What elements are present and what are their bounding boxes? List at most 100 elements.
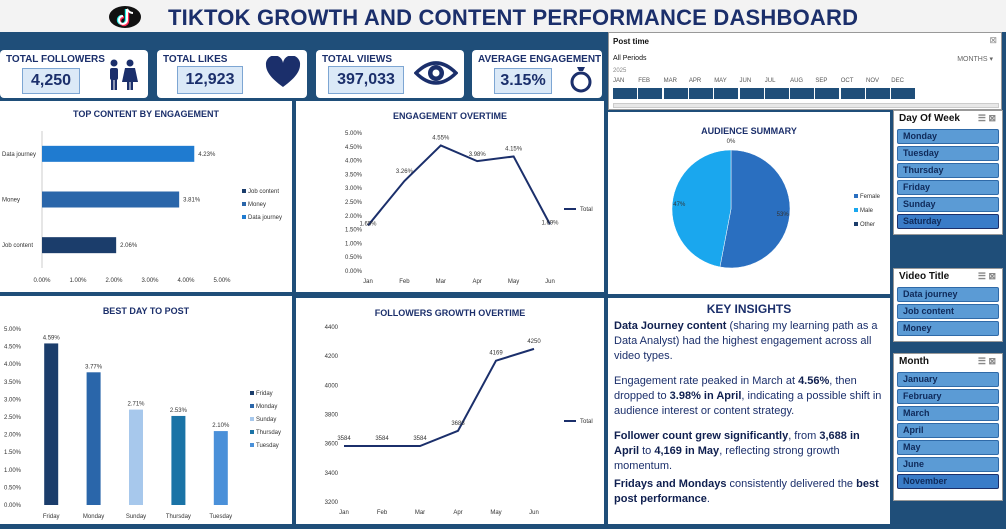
multi-select-icon[interactable]: ☰ ⊠ <box>977 113 996 123</box>
bar <box>86 372 101 505</box>
x-tick-label: 3.00% <box>141 278 159 284</box>
timeline-month-feb[interactable]: FEB <box>638 78 663 99</box>
slicer-item-april[interactable]: April <box>897 423 999 438</box>
legend-swatch <box>250 404 254 408</box>
x-tick-label: May <box>508 279 519 285</box>
multi-select-icon[interactable]: ☰ ⊠ <box>977 271 996 281</box>
month-bar <box>638 88 663 99</box>
key-insights-panel: KEY INSIGHTS Data Journey content (shari… <box>608 298 890 524</box>
kpi-label: TOTAL FOLLOWERS <box>6 54 105 65</box>
slicer-item-sunday[interactable]: Sunday <box>897 197 999 212</box>
data-label: 4.55% <box>432 135 450 141</box>
data-label: 3.26% <box>396 169 414 175</box>
x-tick-label: 0.00% <box>33 278 51 284</box>
slicer-header: Video Title ☰ ⊠ <box>899 271 996 282</box>
legend-swatch <box>250 443 254 447</box>
data-label: 3.81% <box>183 198 201 204</box>
slice-label: 53% <box>777 212 790 218</box>
timeline-unit-label: MONTHS <box>957 56 988 63</box>
data-label: 4.59% <box>43 335 61 341</box>
slicer-item-saturday[interactable]: Saturday <box>897 214 999 229</box>
kpi-label: AVERAGE ENGAGEMENT <box>478 54 602 65</box>
month-bar <box>790 88 815 99</box>
y-tick-label: 0.00% <box>4 503 22 509</box>
kpi-value: 397,033 <box>328 66 404 94</box>
insight-4: Fridays and Mondays consistently deliver… <box>614 478 879 505</box>
category-label: Data journey <box>2 152 36 158</box>
slicer-item-job-content[interactable]: Job content <box>897 304 999 319</box>
timeline-month-aug[interactable]: AUG <box>790 78 815 99</box>
timeline-month-mar[interactable]: MAR <box>663 78 688 99</box>
top-content-panel: TOP CONTENT BY ENGAGEMENT 0.00% 1.00% 2.00… <box>0 101 292 292</box>
x-tick-label: Jan <box>363 279 373 285</box>
video-title-slicer: Video Title ☰ ⊠ Data journey Job content Mo… <box>893 268 1003 342</box>
month-bar <box>866 88 890 99</box>
slicer-item-february[interactable]: February <box>897 389 999 404</box>
legend-label: Female <box>860 194 881 200</box>
slicer-item-friday[interactable]: Friday <box>897 180 999 195</box>
slicer-item-thursday[interactable]: Thursday <box>897 163 999 178</box>
data-label: 1.69% <box>541 220 559 226</box>
slicer-item-january[interactable]: January <box>897 372 999 387</box>
month-label: OCT <box>840 78 854 84</box>
y-tick-label: 2.00% <box>4 433 22 439</box>
timeline-month-jul[interactable]: JUL <box>764 78 789 99</box>
timeline-unit-select[interactable]: MONTHS ▾ <box>957 56 993 63</box>
kpi-card-likes: TOTAL LIKES 12,923 <box>157 50 307 98</box>
timeline-month-sep[interactable]: SEP <box>815 78 840 99</box>
month-bar <box>613 88 637 99</box>
slicer-item-data-journey[interactable]: Data journey <box>897 287 999 302</box>
slicer-item-monday[interactable]: Monday <box>897 129 999 144</box>
month-bar <box>764 88 789 99</box>
data-label: 4169 <box>489 351 503 357</box>
legend-label: Monday <box>256 404 277 410</box>
month-label: MAR <box>663 78 677 84</box>
slicer-item-tuesday[interactable]: Tuesday <box>897 146 999 161</box>
kpi-card-views: TOTAL VIIEWS 397,033 <box>316 50 464 98</box>
timeline-month-nov[interactable]: NOV <box>866 78 890 99</box>
engagement-overtime-panel: ENGAGEMENT OVERTIME 0.00% 0.50% 1.00% 1.50%… <box>296 101 604 292</box>
post-time-timeline[interactable]: Post time ⊠ All Periods MONTHS ▾ 2025 JA… <box>608 32 1002 110</box>
timeline-month-may[interactable]: MAY <box>714 78 739 99</box>
slicer-item-may[interactable]: May <box>897 440 999 455</box>
y-tick-label: 4400 <box>325 325 339 331</box>
multi-select-icon[interactable]: ☰ ⊠ <box>977 356 996 366</box>
legend-swatch <box>242 215 246 219</box>
filter-clear-icon[interactable]: ⊠ <box>989 35 997 45</box>
month-bar <box>663 88 688 99</box>
y-tick-label: 1.50% <box>4 450 22 456</box>
timeline-scrollbar[interactable] <box>613 103 999 108</box>
timeline-month-oct[interactable]: OCT <box>840 78 865 99</box>
slicer-item-march[interactable]: March <box>897 406 999 421</box>
legend-swatch <box>250 417 254 421</box>
kpi-value: 12,923 <box>177 66 243 94</box>
timeline-month-apr[interactable]: APR <box>688 78 713 99</box>
timeline-month-jun[interactable]: JUN <box>739 78 764 99</box>
timeline-title: Post time <box>613 37 650 46</box>
slicer-item-money[interactable]: Money <box>897 321 999 336</box>
data-label: 2.10% <box>212 423 230 429</box>
slice-label: 0% <box>727 139 736 145</box>
insights-title: KEY INSIGHTS <box>706 302 792 316</box>
chart-title: TOP CONTENT BY ENGAGEMENT <box>72 109 220 119</box>
top-content-chart: 0.00% 1.00% 2.00% 3.00% 4.00% 5.00% Data journ… <box>2 131 282 284</box>
legend-label: Data journey <box>248 215 282 221</box>
kpi-value: 3.15% <box>494 68 552 94</box>
month-label: JUL <box>764 78 776 84</box>
legend-swatch <box>854 208 858 212</box>
timeline-month-jan[interactable]: JAN <box>613 78 637 99</box>
timeline-month-dec[interactable]: DEC <box>891 78 916 99</box>
category-label: Job content <box>2 243 33 249</box>
chart-title: BEST DAY TO POST <box>102 306 190 316</box>
followers-growth-chart: 3200 3400 3600 3800 4000 4200 4400 Jan Feb Mar Apr… <box>325 325 593 516</box>
legend-label: Tuesday <box>256 443 279 449</box>
category-label: Money <box>2 198 20 204</box>
bar <box>213 431 228 505</box>
slice-label: 47% <box>673 202 686 208</box>
y-tick-label: 5.00% <box>4 327 22 333</box>
slicer-item-june[interactable]: June <box>897 457 999 472</box>
slicer-item-november[interactable]: November <box>897 474 999 489</box>
series-line <box>367 144 551 227</box>
y-tick-label: 4.50% <box>4 345 22 351</box>
